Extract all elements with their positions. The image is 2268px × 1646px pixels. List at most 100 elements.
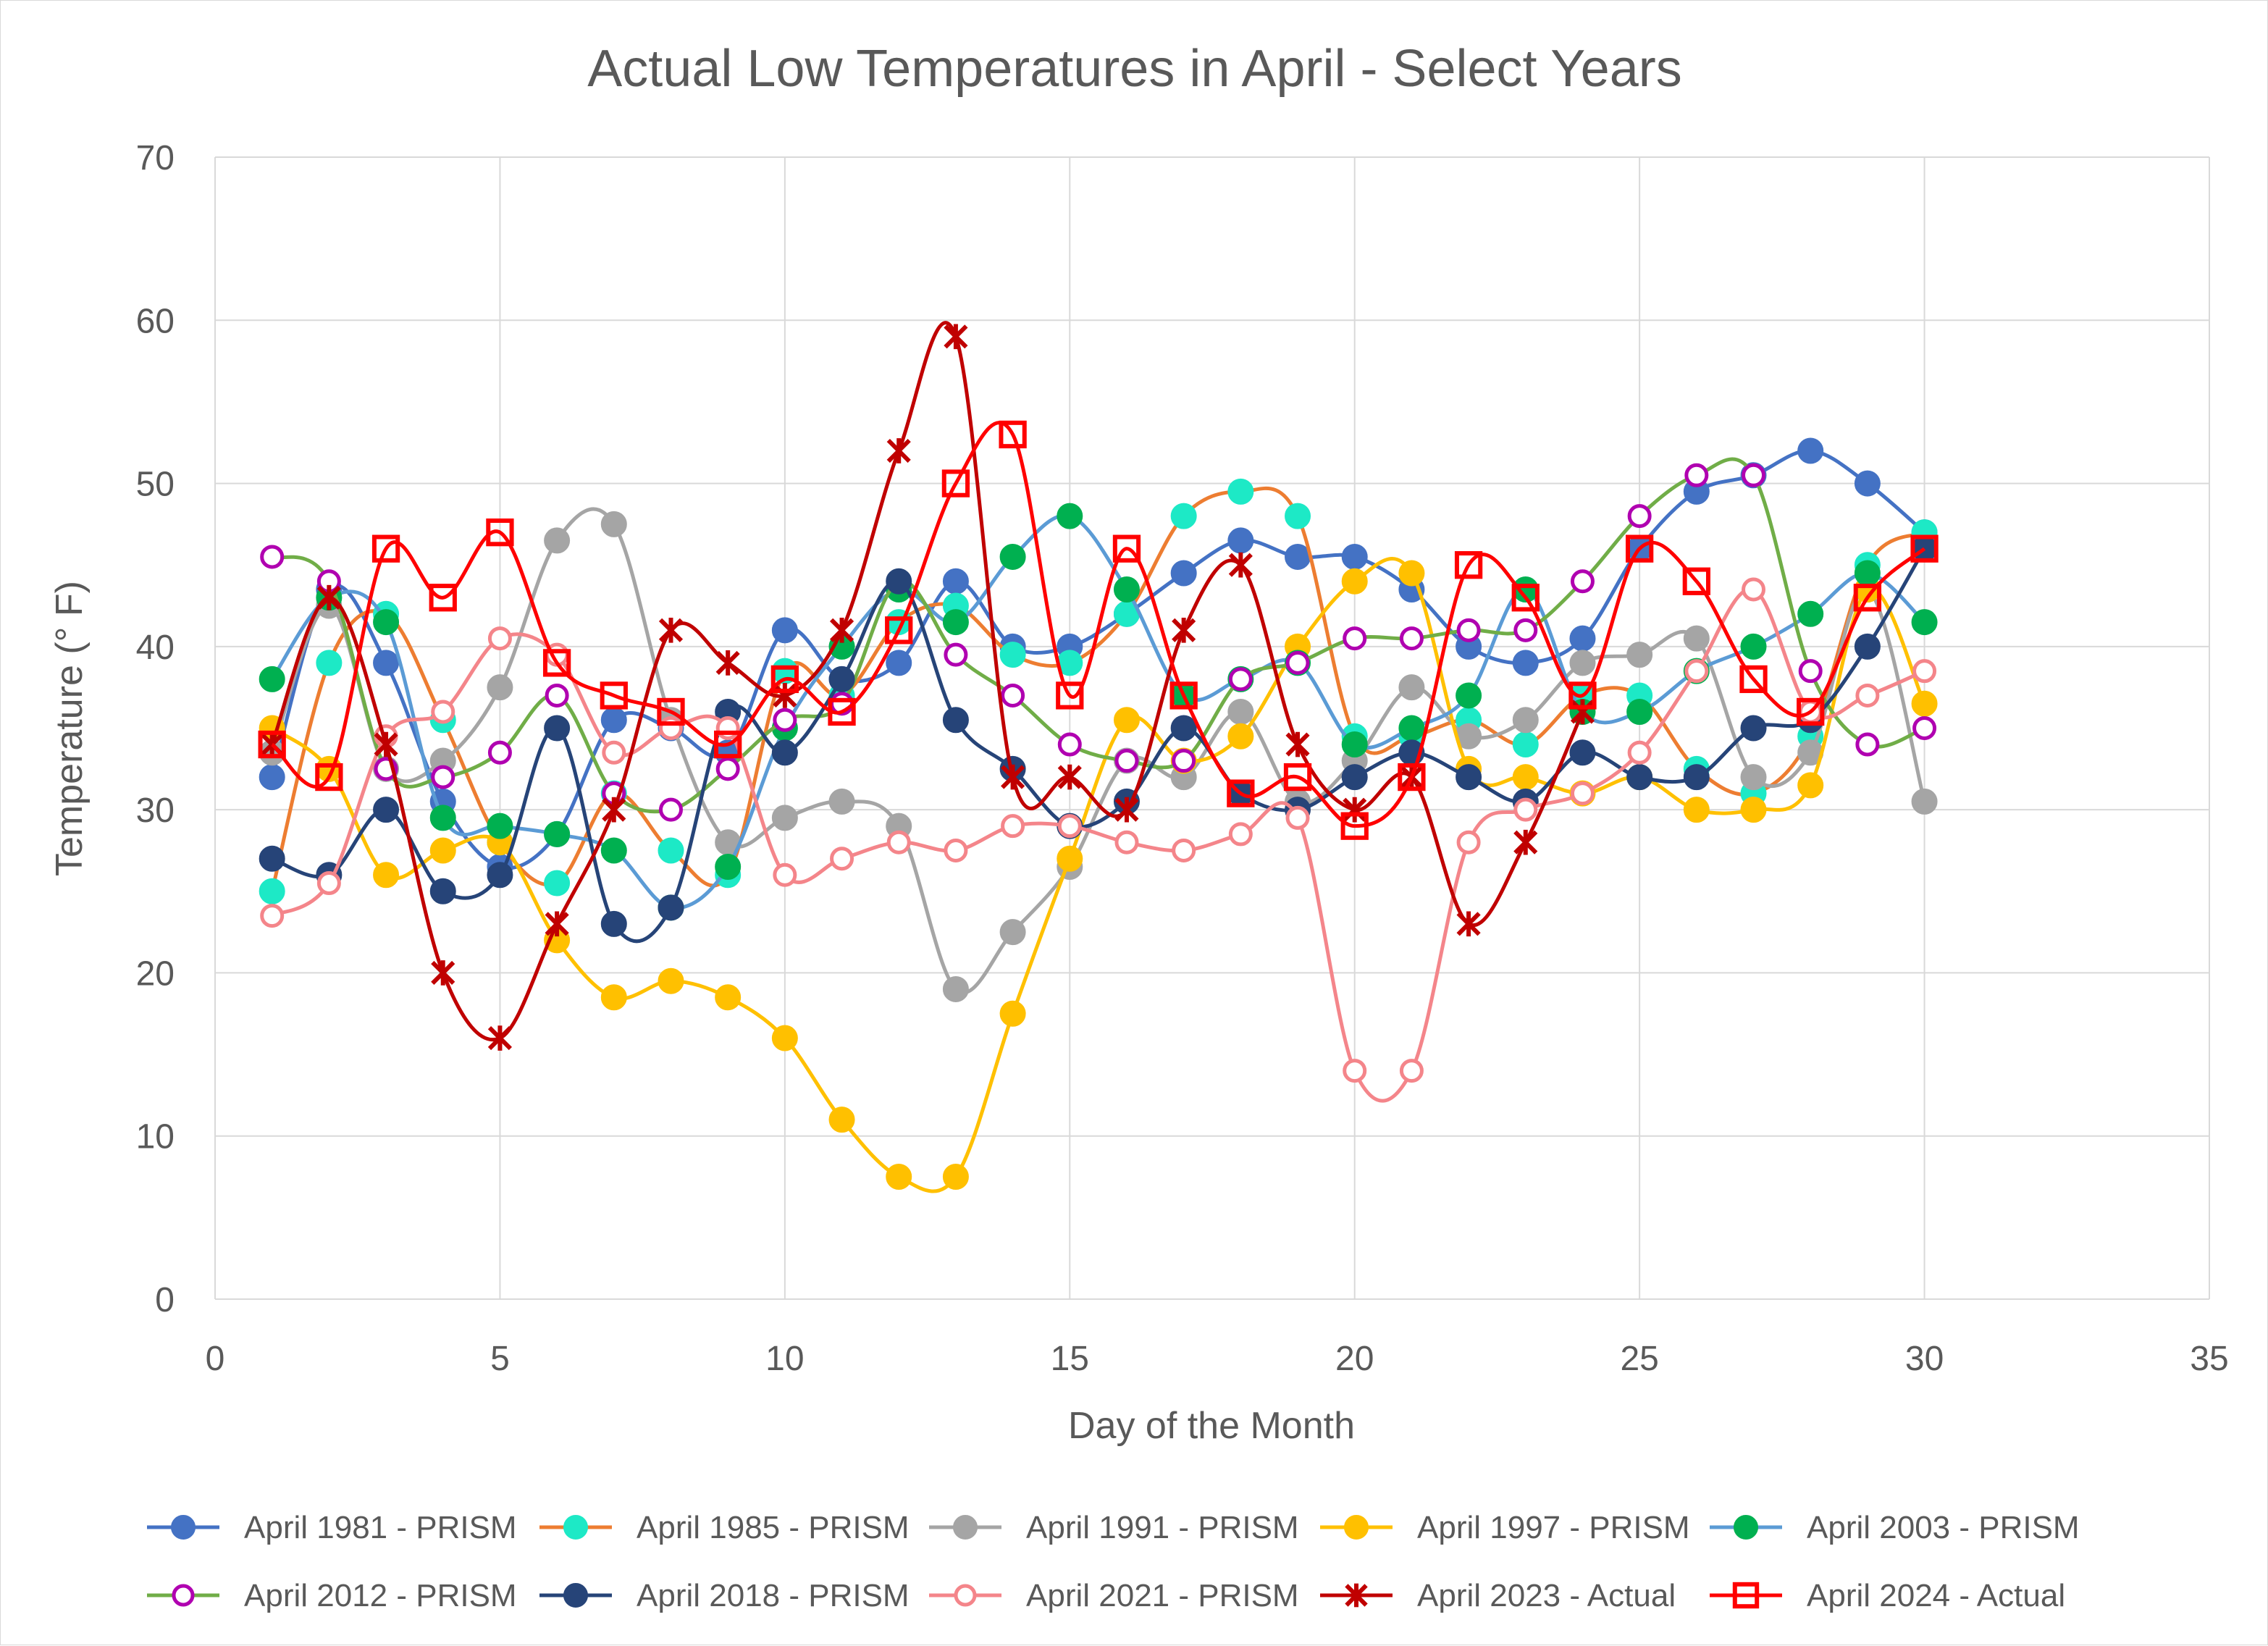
data-point bbox=[1911, 788, 1938, 815]
data-point bbox=[259, 845, 285, 872]
data-point bbox=[942, 975, 969, 1002]
data-point bbox=[770, 665, 799, 694]
data-point bbox=[1228, 667, 1253, 692]
data-point bbox=[944, 642, 968, 667]
data-point bbox=[487, 626, 512, 651]
chart-title: Actual Low Temperatures in April - Selec… bbox=[587, 40, 1681, 98]
data-point bbox=[658, 894, 684, 921]
data-point bbox=[1740, 715, 1767, 742]
series-line bbox=[270, 513, 1926, 910]
legend-marker bbox=[563, 1583, 588, 1608]
data-point bbox=[1910, 534, 1939, 563]
data-point bbox=[1172, 617, 1196, 643]
data-point bbox=[1854, 560, 1881, 587]
data-point bbox=[544, 820, 571, 847]
data-point bbox=[1683, 797, 1710, 823]
data-point bbox=[1343, 797, 1367, 823]
y-tick-label: 10 bbox=[136, 1118, 175, 1156]
data-point bbox=[544, 870, 571, 897]
data-point bbox=[771, 617, 798, 644]
data-point bbox=[1742, 577, 1766, 602]
data-point bbox=[658, 837, 684, 864]
data-point bbox=[1512, 650, 1539, 676]
data-point bbox=[1797, 772, 1824, 799]
data-point bbox=[1170, 560, 1197, 587]
data-point bbox=[1172, 749, 1196, 773]
data-point bbox=[1797, 697, 1825, 726]
data-point bbox=[1228, 822, 1253, 847]
data-point bbox=[1911, 609, 1938, 636]
data-point bbox=[1343, 626, 1367, 651]
data-point bbox=[1512, 764, 1539, 791]
series-line bbox=[271, 421, 1926, 828]
legend-item: April 1997 - PRISM bbox=[1320, 1510, 1690, 1545]
data-point bbox=[773, 707, 797, 732]
data-point bbox=[942, 568, 969, 595]
legend-item: April 2012 - PRISM bbox=[147, 1578, 517, 1613]
legend-marker bbox=[172, 1584, 195, 1607]
data-point bbox=[600, 511, 627, 537]
series-line bbox=[270, 486, 1925, 892]
data-point bbox=[1112, 534, 1141, 563]
data-point bbox=[1626, 764, 1653, 791]
data-point bbox=[431, 765, 455, 789]
data-point bbox=[1341, 543, 1368, 570]
data-point bbox=[487, 812, 513, 839]
data-point bbox=[600, 910, 627, 937]
data-point bbox=[1114, 830, 1139, 855]
data-point bbox=[1570, 699, 1595, 725]
data-point bbox=[771, 805, 798, 831]
data-point bbox=[600, 681, 628, 710]
data-point bbox=[657, 697, 685, 726]
data-point bbox=[941, 469, 970, 497]
data-point bbox=[714, 730, 742, 759]
data-point bbox=[1113, 576, 1140, 603]
x-tick-label: 25 bbox=[1620, 1340, 1658, 1378]
data-point bbox=[1456, 618, 1481, 642]
y-tick-label: 40 bbox=[136, 629, 175, 667]
series-line bbox=[271, 556, 1926, 1193]
data-point bbox=[944, 838, 968, 862]
data-point bbox=[545, 911, 569, 937]
data-point bbox=[1341, 731, 1368, 758]
data-point bbox=[429, 584, 457, 612]
data-point bbox=[658, 716, 683, 740]
series-7 bbox=[260, 577, 1937, 1103]
legend-item: April 1981 - PRISM bbox=[147, 1510, 517, 1545]
data-point bbox=[1001, 683, 1025, 707]
data-point bbox=[1456, 764, 1482, 791]
data-point bbox=[315, 763, 343, 791]
data-point bbox=[1001, 764, 1025, 790]
series-line bbox=[270, 507, 1926, 995]
series-6 bbox=[259, 535, 1938, 944]
data-point bbox=[1854, 633, 1881, 660]
data-point bbox=[1511, 584, 1540, 612]
data-point bbox=[1683, 764, 1710, 791]
legend-label: April 2024 - Actual bbox=[1807, 1578, 2065, 1613]
data-point bbox=[1057, 764, 1082, 790]
data-point bbox=[1626, 642, 1653, 668]
legend-item: April 2003 - PRISM bbox=[1710, 1510, 2080, 1545]
data-point bbox=[1341, 764, 1368, 791]
y-tick-label: 70 bbox=[136, 139, 175, 177]
data-point bbox=[1570, 781, 1595, 806]
x-tick-label: 10 bbox=[765, 1340, 804, 1378]
data-point bbox=[374, 731, 398, 757]
data-point bbox=[431, 960, 455, 986]
data-point bbox=[1285, 731, 1310, 757]
legend-marker bbox=[1734, 1515, 1758, 1540]
data-point bbox=[1114, 749, 1139, 773]
data-point bbox=[715, 757, 740, 781]
data-point bbox=[999, 420, 1027, 449]
series-line bbox=[270, 321, 1584, 1041]
data-point bbox=[942, 609, 969, 636]
legend-item: April 1985 - PRISM bbox=[539, 1510, 910, 1545]
data-point bbox=[1398, 560, 1425, 587]
data-point bbox=[999, 919, 1026, 946]
data-point bbox=[542, 649, 571, 677]
data-point bbox=[1283, 763, 1312, 791]
data-point bbox=[828, 1107, 855, 1133]
data-point bbox=[1742, 463, 1766, 487]
legend-marker bbox=[954, 1584, 977, 1607]
